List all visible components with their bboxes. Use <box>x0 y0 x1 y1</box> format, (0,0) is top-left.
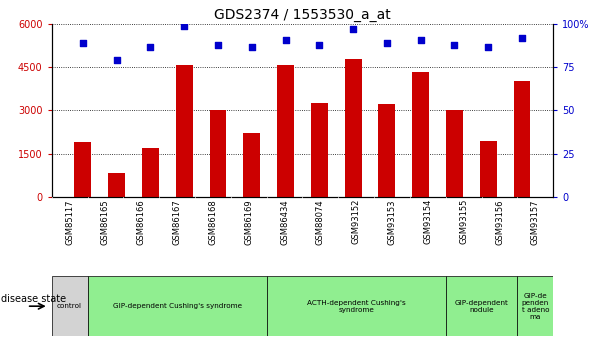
Point <box>78 40 88 46</box>
Point <box>145 44 155 49</box>
Bar <box>74 142 91 197</box>
Bar <box>412 72 429 197</box>
Point <box>382 40 392 46</box>
Bar <box>446 110 463 197</box>
Point <box>281 37 291 42</box>
Text: GSM93152: GSM93152 <box>351 199 361 244</box>
Bar <box>142 148 159 197</box>
Bar <box>108 173 125 197</box>
Point <box>416 37 426 42</box>
Text: GSM86434: GSM86434 <box>280 199 289 245</box>
Bar <box>446 276 517 336</box>
Text: GSM86169: GSM86169 <box>244 199 254 245</box>
Bar <box>52 276 88 336</box>
Text: GSM93157: GSM93157 <box>531 199 540 245</box>
Title: GDS2374 / 1553530_a_at: GDS2374 / 1553530_a_at <box>214 8 391 22</box>
Bar <box>378 104 395 197</box>
Bar <box>480 141 497 197</box>
Bar <box>514 81 530 197</box>
Text: ACTH-dependent Cushing's
syndrome: ACTH-dependent Cushing's syndrome <box>307 300 406 313</box>
Point <box>213 42 223 48</box>
Point <box>112 58 122 63</box>
Text: GSM93153: GSM93153 <box>387 199 396 245</box>
Point <box>483 44 493 49</box>
Text: GSM93155: GSM93155 <box>459 199 468 244</box>
Text: GIP-dependent Cushing's syndrome: GIP-dependent Cushing's syndrome <box>112 303 241 309</box>
Text: disease state: disease state <box>1 294 66 304</box>
Point <box>348 27 358 32</box>
Bar <box>311 103 328 197</box>
Text: GSM86165: GSM86165 <box>101 199 110 245</box>
Bar <box>243 134 260 197</box>
Text: GSM86167: GSM86167 <box>173 199 182 245</box>
Point <box>517 35 527 41</box>
Point <box>314 42 324 48</box>
Bar <box>210 110 226 197</box>
Text: GSM93154: GSM93154 <box>423 199 432 244</box>
Text: GSM86168: GSM86168 <box>209 199 218 245</box>
Point <box>247 44 257 49</box>
Bar <box>345 59 362 197</box>
Text: GIP-dependent
nodule: GIP-dependent nodule <box>455 300 508 313</box>
Point <box>179 23 189 29</box>
Point <box>449 42 459 48</box>
Text: GSM93156: GSM93156 <box>495 199 504 245</box>
Text: GIP-de
penden
t adeno
ma: GIP-de penden t adeno ma <box>522 293 549 320</box>
Bar <box>267 276 446 336</box>
Bar <box>88 276 267 336</box>
Text: control: control <box>57 303 82 309</box>
Bar <box>277 65 294 197</box>
Bar <box>517 276 553 336</box>
Text: GSM86166: GSM86166 <box>137 199 146 245</box>
Bar <box>176 65 193 197</box>
Text: GSM85117: GSM85117 <box>65 199 74 245</box>
Text: GSM88074: GSM88074 <box>316 199 325 245</box>
